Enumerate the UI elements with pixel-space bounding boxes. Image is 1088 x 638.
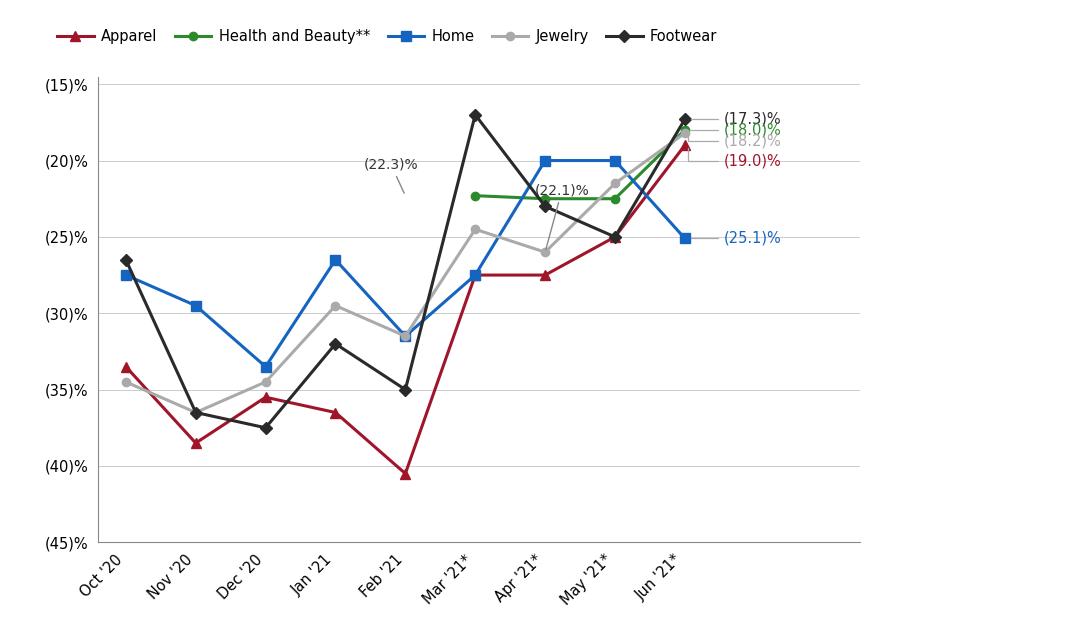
Text: (22.3)%: (22.3)% <box>363 157 418 193</box>
Text: (18.2)%: (18.2)% <box>689 133 781 148</box>
Text: (19.0)%: (19.0)% <box>689 148 781 168</box>
Legend: Apparel, Health and Beauty**, Home, Jewelry, Footwear: Apparel, Health and Beauty**, Home, Jewe… <box>51 24 724 50</box>
Text: (25.1)%: (25.1)% <box>691 231 781 246</box>
Text: (17.3)%: (17.3)% <box>691 112 781 127</box>
Text: (22.1)%: (22.1)% <box>534 183 590 249</box>
Text: (18.0)%: (18.0)% <box>691 122 781 138</box>
